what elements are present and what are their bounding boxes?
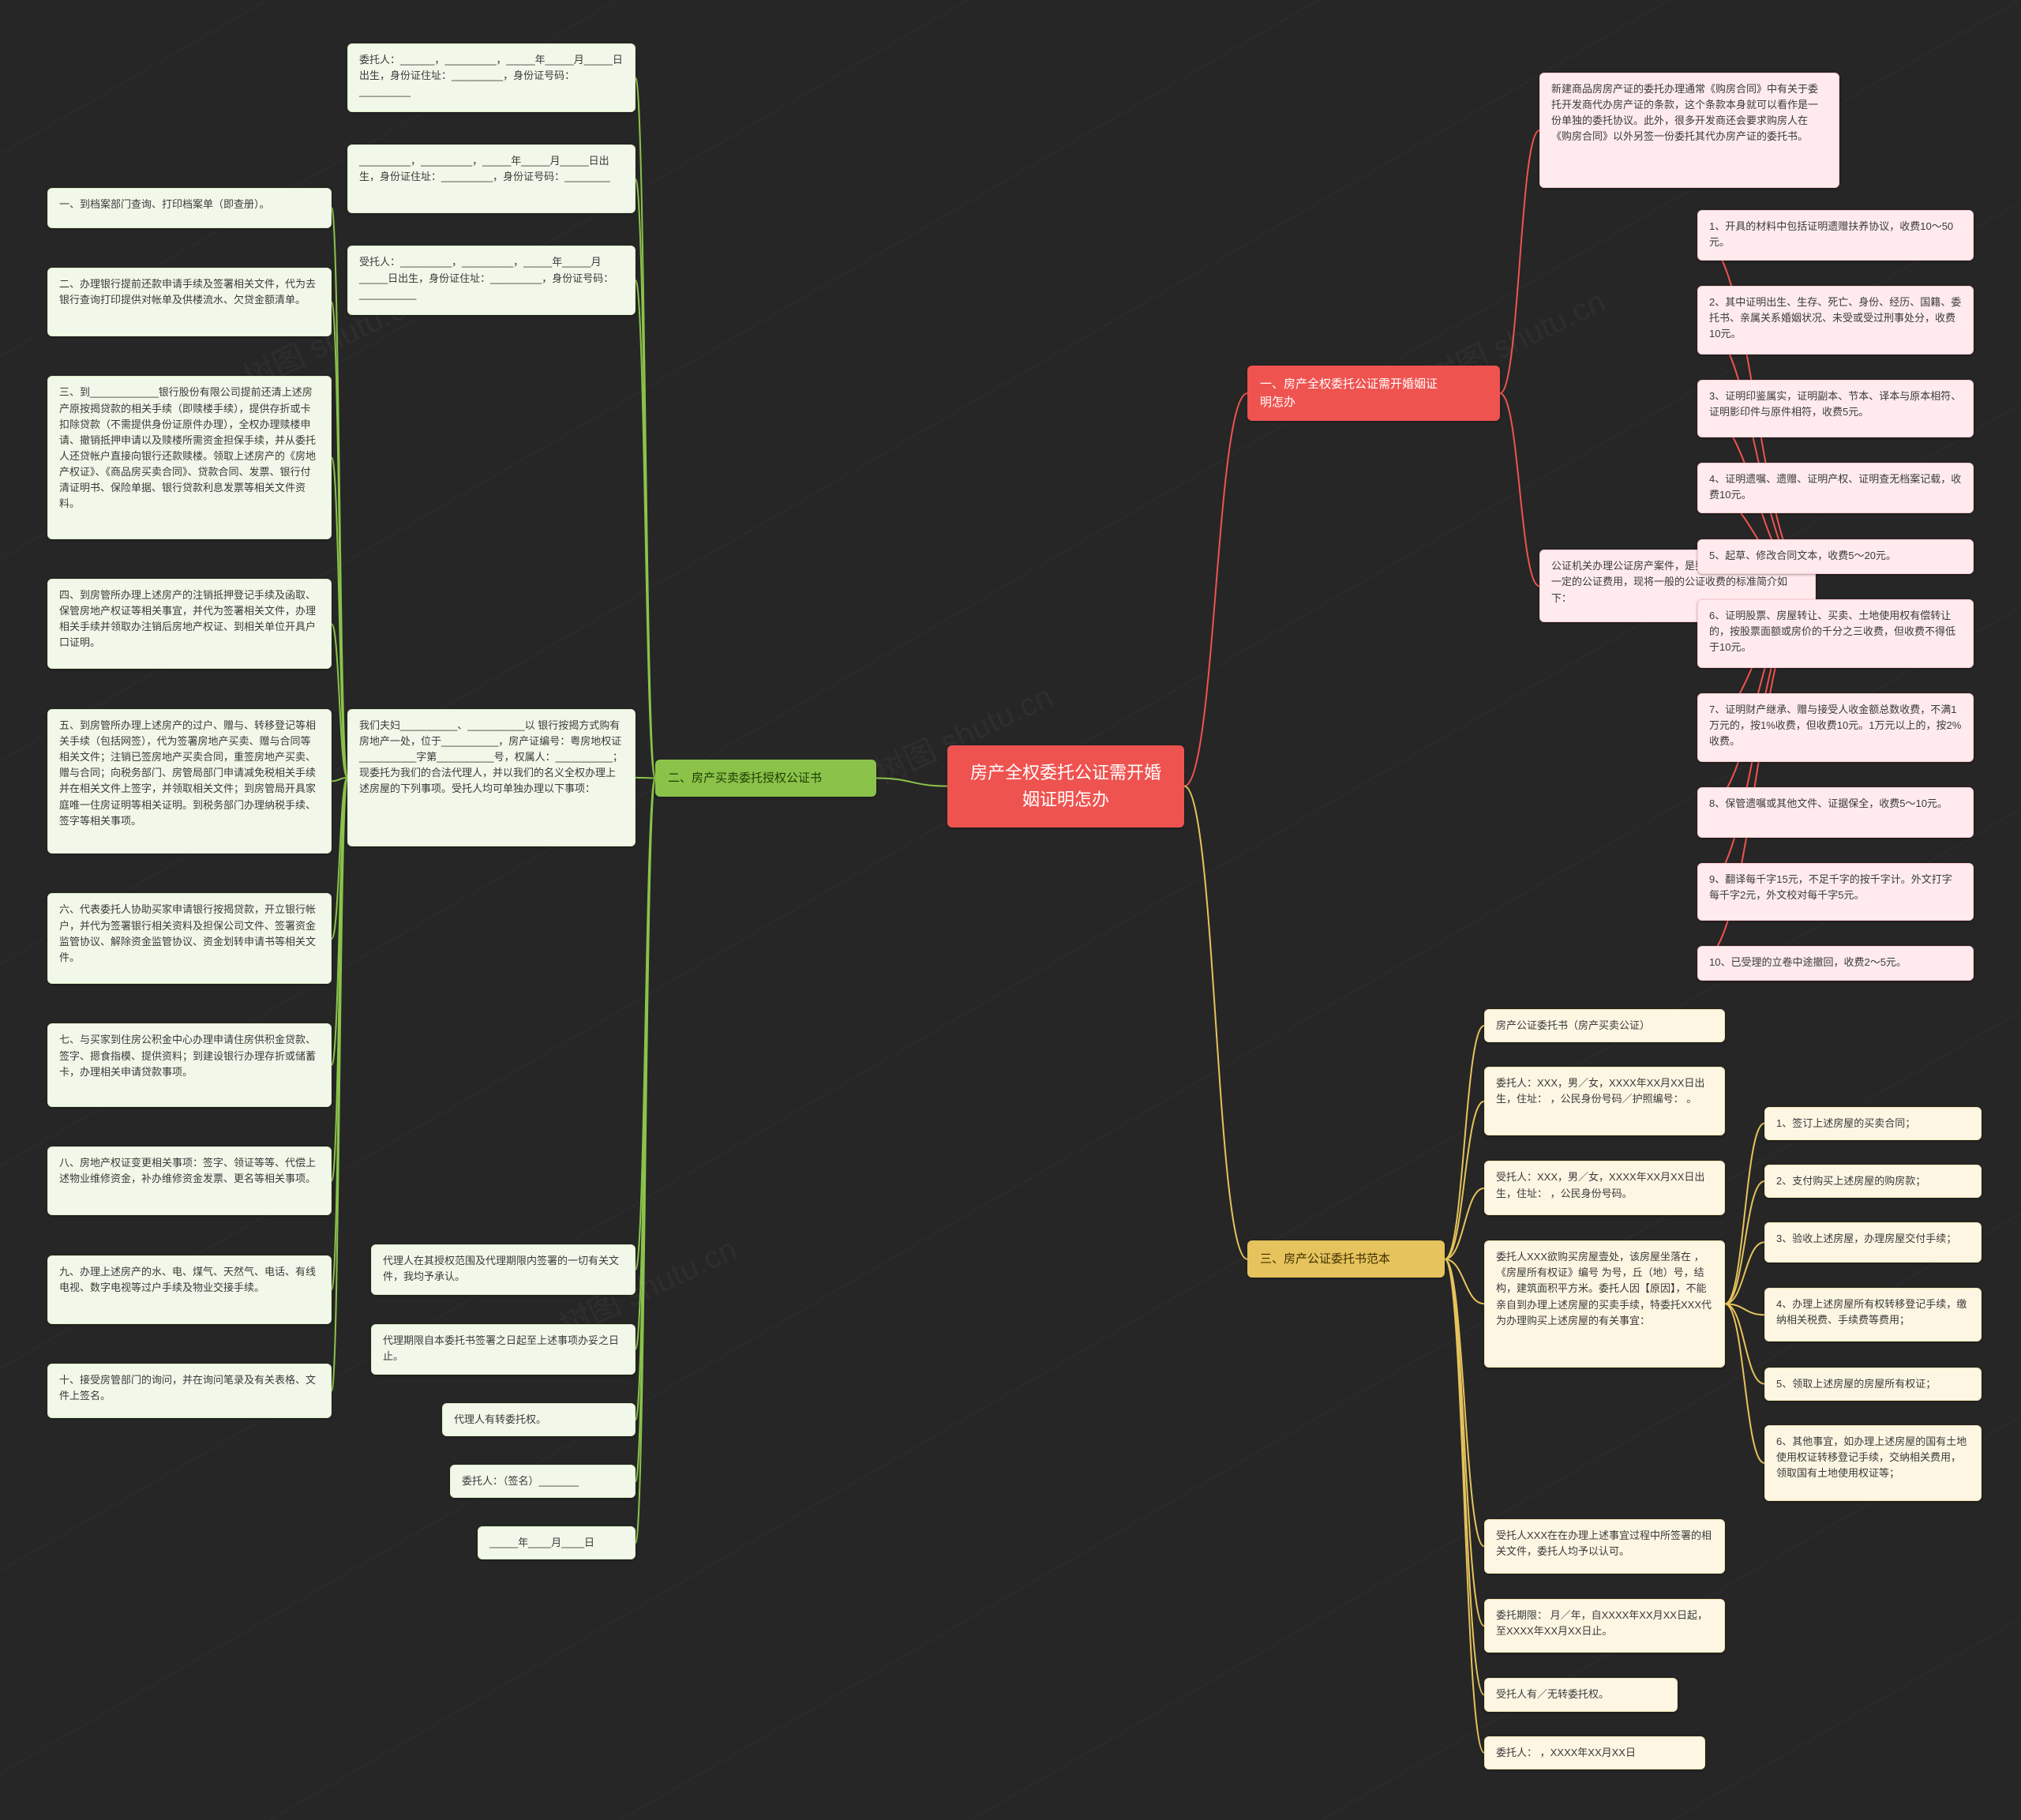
green-bottom-gb4: 委托人：（签名）_______ [450, 1465, 636, 1498]
red-fee-rf9: 9、翻译每千字15元，不足千字的按千字计。外文打字每千字2元，外文校对每千字5元… [1697, 863, 1974, 921]
branch-gold: 三、房产公证委托书范本 [1247, 1240, 1445, 1278]
gold-sub-gd4b: 2、支付购买上述房屋的购房款； [1764, 1165, 1982, 1198]
green-top-gt2: _________，_________，_____年_____月_____日出生… [347, 144, 636, 213]
green-bottom-gb2: 代理期限自本委托书签署之日起至上述事项办妥之日止。 [371, 1324, 636, 1375]
green-left-gL9: 九、办理上述房产的水、电、煤气、天然气、电话、有线电视、数字电视等过户手续及物业… [47, 1255, 332, 1324]
gold-sub-gd4a: 1、签订上述房屋的买卖合同； [1764, 1107, 1982, 1140]
green-left-gL8: 八、房地产权证变更相关事项：签字、领证等等、代偿上述物业维修资金，补办维修资金发… [47, 1146, 332, 1215]
gold-sub-gd4f: 6、其他事宜，如办理上述房屋的国有土地使用权证转移登记手续，交纳相关费用，领取国… [1764, 1425, 1982, 1501]
gold-sub-gd4c: 3、验收上述房屋，办理房屋交付手续； [1764, 1222, 1982, 1262]
red-fee-rf3: 3、证明印鉴属实，证明副本、节本、译本与原本相符、证明影印件与原件相符，收费5元… [1697, 380, 1974, 437]
green-bottom-gb1: 代理人在其授权范围及代理期限内签署的一切有关文件，我均予承认。 [371, 1244, 636, 1295]
green-left-gL5: 五、到房管所办理上述房产的过户、赠与、转移登记等相关手续（包括网签），代为签署房… [47, 709, 332, 854]
branch-green: 二、房产买卖委托授权公证书 [655, 760, 876, 797]
root-node: 房产全权委托公证需开婚 姻证明怎办 [947, 745, 1184, 827]
red-fee-rf10: 10、已受理的立卷中途撤回，收费2～5元。 [1697, 946, 1974, 981]
red-fee-rf7: 7、证明财产继承、赠与接受人收金额总数收费，不满1万元的，按1%收费，但收费10… [1697, 693, 1974, 762]
green-top-gt1: 委托人：______，_________，_____年_____月_____日出… [347, 43, 636, 112]
green-left-gL10: 十、接受房管部门的询问，并在询问笔录及有关表格、文件上签名。 [47, 1364, 332, 1418]
green-bottom-gb3: 代理人有转委托权。 [442, 1403, 636, 1436]
green-left-gL4: 四、到房管所办理上述房产的注销抵押登记手续及函取、保管房地产权证等相关事宜，并代… [47, 579, 332, 670]
gold-gd3: 受托人：XXX，男／女，XXXX年XX月XX日出生，住址： ，公民身份号码。 [1484, 1161, 1725, 1215]
green-left-gL3: 三、到____________银行股份有限公司提前还清上述房产原按揭贷款的相关手… [47, 376, 332, 538]
green-bottom-gb5: _____年____月____日 [478, 1526, 636, 1559]
red-top: 新建商品房房产证的委托办理通常《购房合同》中有关于委托开发商代办房产证的条款，这… [1539, 73, 1839, 189]
green-mid-paragraph: 我们夫妇__________、__________以 银行按揭方式购有房地产一处… [347, 709, 636, 846]
gold-sub-gd4e: 5、领取上述房屋的房屋所有权证； [1764, 1368, 1982, 1401]
red-fee-rf5: 5、起草、修改合同文本，收费5～20元。 [1697, 539, 1974, 574]
red-fee-rf8: 8、保管遗嘱或其他文件、证据保全，收费5～10元。 [1697, 787, 1974, 838]
gold-gd8: 委托人： ，XXXX年XX月XX日 [1484, 1736, 1705, 1769]
gold-gd4: 委托人XXX欲购买房屋壹处，该房屋坐落在 ，《房屋所有权证》编号 为号，丘（地）… [1484, 1240, 1725, 1367]
gold-gd1: 房产公证委托书（房产买卖公证） [1484, 1009, 1725, 1042]
green-left-gL1: 一、到档案部门查询、打印档案单（即查册）。 [47, 188, 332, 227]
red-fee-rf6: 6、证明股票、房屋转让、买卖、土地使用权有偿转让的，按股票面额或房价的千分之三收… [1697, 599, 1974, 668]
red-fee-rf4: 4、证明遗嘱、遗赠、证明产权、证明查无档案记载，收费10元。 [1697, 463, 1974, 513]
green-left-gL7: 七、与买家到住房公积金中心办理申请住房供积金贷款、签字、摁食指模、提供资料；到建… [47, 1023, 332, 1106]
branch-red: 一、房产全权委托公证需开婚姻证 明怎办 [1247, 366, 1500, 422]
gold-gd5: 受托人XXX在在办理上述事宜过程中所签署的相关文件，委托人均予以认可。 [1484, 1519, 1725, 1574]
green-top-gt3: 受托人：_________，_________，_____年_____月____… [347, 246, 636, 314]
green-left-gL6: 六、代表委托人协助买家申请银行按揭贷款，开立银行帐户，并代为签署银行相关资料及担… [47, 893, 332, 984]
red-fee-rf2: 2、其中证明出生、生存、死亡、身份、经历、国籍、委托书、亲属关系婚姻状况、未受或… [1697, 286, 1974, 355]
mindmap-stage: 树图 shutu.cn 树图 shutu.cn 树图 shutu.cn 树图 s… [0, 0, 2021, 1820]
gold-gd7: 受托人有／无转委托权。 [1484, 1678, 1678, 1711]
gold-sub-gd4d: 4、办理上述房屋所有权转移登记手续，缴纳相关税费、手续费等费用； [1764, 1288, 1982, 1342]
gold-gd2: 委托人：XXX，男／女，XXXX年XX月XX日出生，住址： ，公民身份号码／护照… [1484, 1067, 1725, 1135]
green-left-gL2: 二、办理银行提前还款申请手续及签署相关文件，代为去银行查询打印提供对帐单及供楼流… [47, 268, 332, 336]
gold-gd6: 委托期限： 月／年，自XXXX年XX月XX日起，至XXXX年XX月XX日止。 [1484, 1599, 1725, 1653]
red-fee-rf1: 1、开具的材料中包括证明遗赠扶养协议，收费10～50元。 [1697, 210, 1974, 261]
